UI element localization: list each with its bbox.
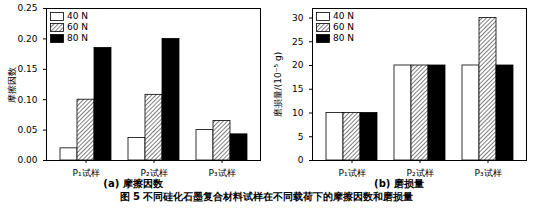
- svg-text:25: 25: [292, 37, 303, 47]
- svg-text:15: 15: [292, 84, 303, 94]
- svg-text:P₁试样: P₁试样: [72, 168, 99, 178]
- svg-text:磨损量/(10⁻⁵ g): 磨损量/(10⁻⁵ g): [273, 52, 283, 117]
- svg-text:0.10: 0.10: [17, 95, 37, 105]
- svg-text:5: 5: [298, 132, 304, 142]
- html-text:40 N: 40 N: [67, 11, 88, 21]
- svg-text:P₃试样: P₃试样: [208, 168, 235, 178]
- svg-text:30: 30: [292, 13, 304, 23]
- html-text:80 N: 80 N: [333, 33, 354, 43]
- html-text:40 N: 40 N: [333, 11, 354, 21]
- svg-text:0.00: 0.00: [17, 155, 37, 165]
- svg-text:P₂试样: P₂试样: [140, 168, 167, 178]
- html-text:(b) 磨损量: (b) 磨损量: [374, 178, 424, 189]
- html-text:(a) 摩擦因数: (a) 摩擦因数: [103, 178, 163, 189]
- svg-text:0.05: 0.05: [17, 125, 37, 135]
- svg-text:摩擦因数: 摩擦因数: [7, 67, 17, 103]
- svg-text:0.15: 0.15: [17, 64, 37, 74]
- svg-text:0.25: 0.25: [17, 3, 37, 13]
- svg-text:0: 0: [298, 155, 304, 165]
- svg-text:20: 20: [292, 60, 304, 70]
- svg-text:P₃试样: P₃试样: [474, 168, 501, 178]
- svg-text:P₁试样: P₁试样: [338, 168, 365, 178]
- svg-text:P₂试样: P₂试样: [406, 168, 433, 178]
- svg-text:0.20: 0.20: [17, 34, 37, 44]
- html-text:60 N: 60 N: [333, 22, 354, 32]
- svg-text:10: 10: [292, 108, 304, 118]
- html-text:图 5 不同硅化石墨复合材料试样在不同载荷下的摩擦因数和磨损: 图 5 不同硅化石墨复合材料试样在不同载荷下的摩擦因数和磨损量: [119, 191, 414, 202]
- html-text:60 N: 60 N: [67, 22, 88, 32]
- html-text:80 N: 80 N: [67, 33, 88, 43]
